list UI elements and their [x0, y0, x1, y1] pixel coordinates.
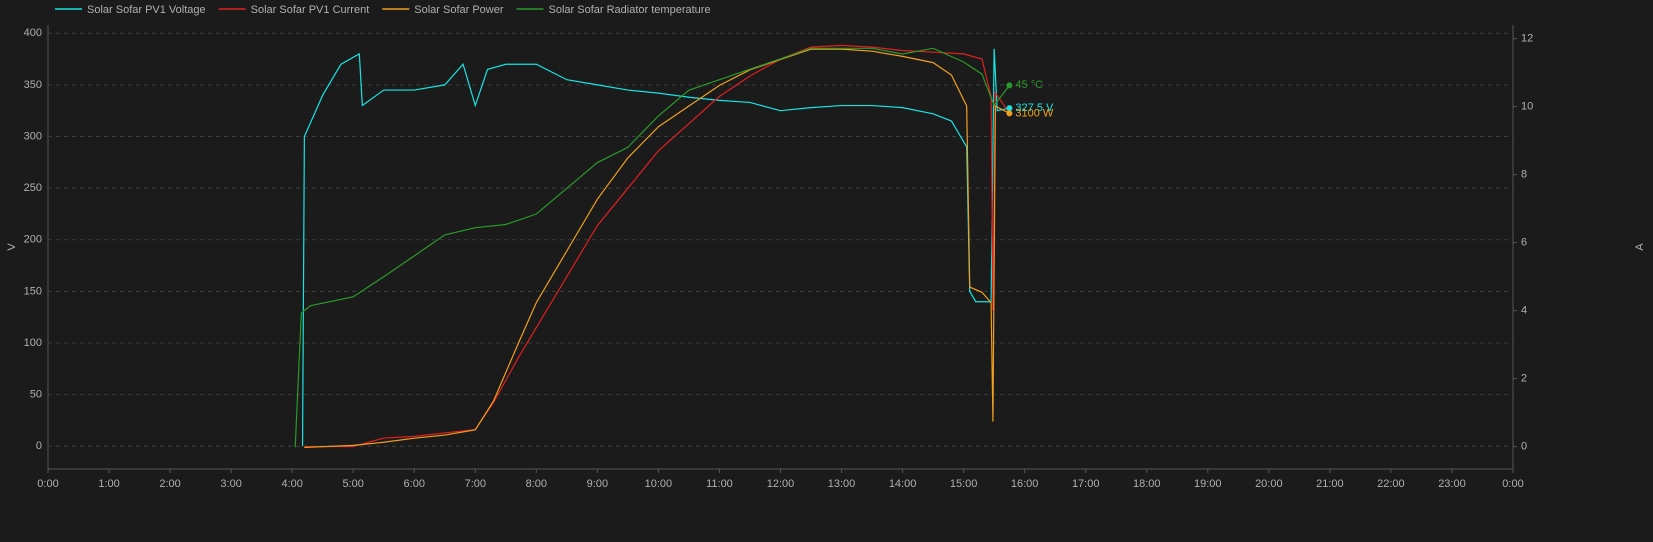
end-marker: [1006, 110, 1013, 117]
y2-axis-label: A: [1634, 243, 1646, 251]
x-tick-label: 5:00: [342, 478, 363, 490]
y-tick-label: 100: [24, 337, 42, 349]
end-label: 327.5 V: [1015, 102, 1054, 114]
y2-tick-label: 10: [1521, 100, 1533, 112]
x-tick-label: 14:00: [889, 478, 917, 490]
y-tick-label: 150: [24, 285, 42, 297]
end-marker: [1006, 82, 1013, 89]
series-line: [301, 48, 1010, 447]
y-tick-label: 250: [24, 182, 42, 194]
end-label: 3100 W: [1015, 107, 1054, 119]
x-tick-label: 16:00: [1011, 478, 1039, 490]
series-line: [294, 47, 1010, 448]
y-tick-label: 350: [24, 79, 42, 91]
legend-label: Solar Sofar PV1 Current: [251, 4, 370, 16]
series-line: [304, 44, 1010, 448]
x-tick-label: 22:00: [1377, 478, 1405, 490]
y-tick-label: 50: [30, 389, 42, 401]
x-tick-label: 18:00: [1133, 478, 1161, 490]
series-line: [304, 48, 1010, 449]
y-tick-label: 300: [24, 130, 42, 142]
x-tick-label: 11:00: [706, 478, 733, 490]
x-tick-label: 3:00: [220, 478, 241, 490]
legend-label: Solar Sofar Radiator temperature: [549, 4, 711, 16]
legend-label: Solar Sofar PV1 Voltage: [87, 4, 206, 16]
x-tick-label: 13:00: [828, 478, 856, 490]
x-tick-label: 23:00: [1438, 478, 1466, 490]
x-tick-label: 10:00: [645, 478, 673, 490]
x-tick-label: 1:00: [98, 478, 119, 490]
y2-tick-label: 2: [1521, 372, 1527, 384]
x-tick-label: 15:00: [950, 478, 978, 490]
y-tick-label: 200: [24, 234, 42, 246]
end-marker: [1006, 105, 1013, 112]
x-tick-label: 4:00: [281, 478, 302, 490]
y2-tick-label: 8: [1521, 168, 1527, 180]
end-label: 45 °C: [1015, 79, 1043, 91]
x-tick-label: 9:00: [587, 478, 608, 490]
x-tick-label: 8:00: [526, 478, 547, 490]
x-tick-label: 20:00: [1255, 478, 1283, 490]
x-tick-label: 12:00: [767, 478, 795, 490]
y2-tick-label: 4: [1521, 304, 1527, 316]
x-tick-label: 2:00: [159, 478, 180, 490]
legend-label: Solar Sofar Power: [414, 4, 504, 16]
x-tick-label: 0:00: [37, 478, 58, 490]
x-tick-label: 6:00: [404, 478, 425, 490]
x-tick-label: 0:00: [1502, 478, 1523, 490]
y2-tick-label: 6: [1521, 236, 1527, 248]
y-axis-label: V: [6, 243, 18, 251]
x-tick-label: 19:00: [1194, 478, 1222, 490]
x-tick-label: 7:00: [465, 478, 486, 490]
y-tick-label: 0: [36, 440, 42, 452]
y2-tick-label: 0: [1521, 440, 1527, 452]
x-tick-label: 17:00: [1072, 478, 1100, 490]
y2-tick-label: 12: [1521, 33, 1533, 45]
y-tick-label: 400: [24, 27, 42, 39]
x-tick-label: 21:00: [1316, 478, 1344, 490]
